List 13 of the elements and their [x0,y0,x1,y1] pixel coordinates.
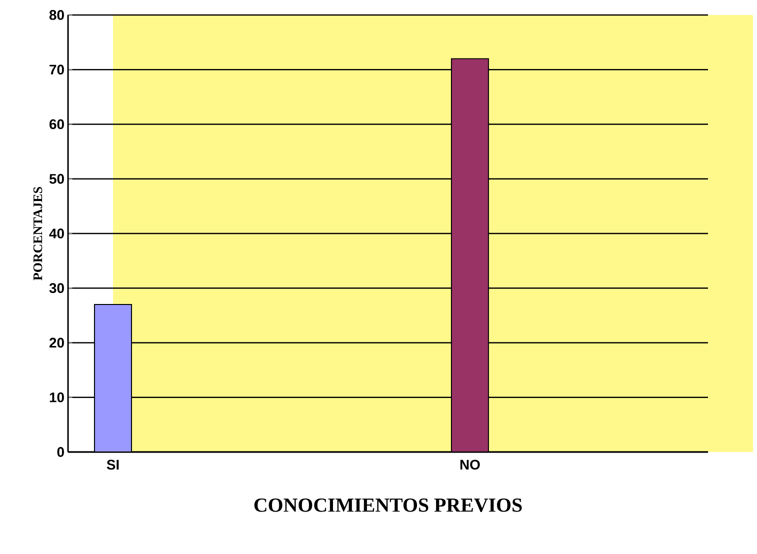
y-tick-label: 50 [49,174,64,184]
y-tick-label: 30 [49,283,64,294]
y-tick-label: 0 [57,447,64,457]
y-tick-label: 80 [49,10,64,20]
y-axis-title: PORCENTAJES [33,187,42,280]
y-tick-label: 10 [50,392,64,402]
x-axis-title: CONOCIMIENTOS PREVIOS [254,498,522,512]
x-tick-label: NO [460,460,480,470]
y-tick-label: 20 [49,338,64,348]
y-tick-label: 60 [50,119,64,130]
y-tick-label: 40 [49,228,64,238]
y-tick-label: 70 [50,64,64,75]
x-tick-label: SI [106,460,119,470]
